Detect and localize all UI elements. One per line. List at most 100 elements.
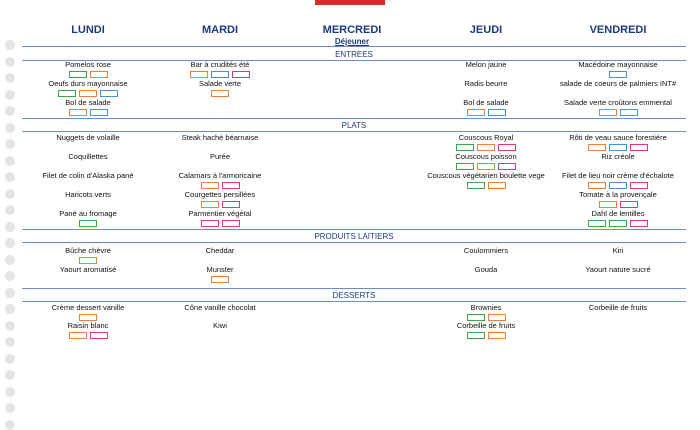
hole — [5, 370, 15, 380]
day-header: VENDREDI — [589, 24, 647, 36]
hole — [5, 40, 15, 50]
badge-row — [154, 71, 286, 78]
dish: Radis beurre — [420, 79, 552, 88]
dish-name: Macédoine mayonnaise — [578, 60, 658, 69]
hole — [5, 287, 15, 298]
hole — [5, 403, 15, 413]
badge — [221, 182, 240, 189]
dish: Corbeille de fruits — [552, 303, 684, 312]
badge — [598, 109, 617, 116]
dish-name: Haricots verts — [65, 190, 111, 199]
badge-row — [154, 201, 286, 208]
dish-name: Bûche chèvre — [65, 246, 111, 255]
dish: Cône vanille chocolat — [154, 303, 286, 312]
dish-name: Bar à crudités été — [190, 60, 250, 69]
dish-name: Purée — [209, 152, 230, 161]
badge-row — [420, 314, 552, 321]
dish: Yaourt aromatisé — [22, 265, 154, 274]
badge — [58, 90, 76, 97]
badge — [609, 71, 627, 78]
badge — [79, 257, 97, 264]
dish-name: Salade verte — [198, 79, 242, 88]
hole — [5, 56, 15, 67]
dish-name: Salade verte croûtons emmental — [564, 98, 672, 107]
dish: Kiri — [552, 246, 684, 255]
hole — [5, 320, 15, 331]
dish-name: Kiwi — [213, 321, 227, 330]
badge — [211, 71, 229, 78]
badge-row — [420, 182, 552, 189]
badge — [630, 182, 648, 189]
badge — [588, 220, 606, 227]
badge — [487, 332, 506, 339]
dish-name: Melon jaune — [465, 60, 507, 69]
rule — [22, 288, 686, 289]
dish-name: Courgettes persillées — [184, 190, 256, 199]
day-header: JEUDI — [469, 24, 503, 36]
dish-name: Bol de salade — [463, 98, 509, 107]
hole — [5, 221, 15, 232]
badge-row — [154, 276, 286, 283]
badge — [498, 163, 516, 170]
hole — [5, 386, 15, 397]
badge — [609, 144, 627, 151]
badge — [211, 90, 229, 97]
badge-row — [22, 257, 154, 264]
badge — [221, 220, 240, 227]
hole — [5, 89, 15, 100]
badge — [466, 182, 485, 189]
dish: Parmentier végétal — [154, 209, 286, 227]
dish-name: Tomate à la provençale — [579, 190, 657, 199]
dish: Calamars à l'armoricaine — [154, 171, 286, 189]
hole — [5, 155, 15, 166]
rule — [22, 301, 686, 302]
badge — [79, 220, 97, 227]
badge-row — [552, 182, 684, 189]
badge-row — [552, 220, 684, 227]
dish-name: Pomelos rose — [65, 60, 111, 69]
badge — [211, 276, 229, 283]
dish: Bar à crudités été — [154, 60, 286, 78]
badge — [609, 182, 627, 189]
day-header: MARDI — [201, 24, 239, 36]
dish-name: salade de coeurs de palmiers INT# — [559, 79, 677, 88]
dish-name: Munster — [206, 265, 234, 274]
dish-name: Dahl de lentilles — [591, 209, 645, 218]
dish-name: Brownies — [470, 303, 502, 312]
badge-row — [22, 332, 154, 339]
dish: Purée — [154, 152, 286, 161]
badge — [221, 201, 240, 208]
badge — [487, 109, 506, 116]
hole — [5, 353, 15, 364]
badge — [89, 109, 108, 116]
badge — [487, 182, 506, 189]
dish: Coulommiers — [420, 246, 552, 255]
badge-row — [22, 90, 154, 97]
dish: Rôti de veau sauce forestière — [552, 133, 684, 151]
dish: Salade verte croûtons emmental — [552, 98, 684, 116]
badge — [619, 201, 638, 208]
dish: Pané au fromage — [22, 209, 154, 227]
badge — [200, 182, 219, 189]
badge-row — [420, 163, 552, 170]
dish-name: Kiri — [612, 246, 624, 255]
dish: Bol de salade — [420, 98, 552, 116]
day-header: LUNDI — [71, 24, 105, 36]
section-title: DESSERTS — [332, 291, 376, 300]
dish-name: Rôti de veau sauce forestière — [569, 133, 667, 142]
dish-name: Cône vanille chocolat — [184, 303, 256, 312]
badge — [79, 90, 97, 97]
badge — [588, 144, 606, 151]
dish: Pomelos rose — [22, 60, 154, 78]
badge — [190, 71, 208, 78]
badge — [477, 144, 495, 151]
hole — [5, 337, 15, 347]
dish: Kiwi — [154, 321, 286, 330]
dish-name: Pané au fromage — [59, 209, 117, 218]
hole — [5, 304, 15, 314]
dish-name: Coulommiers — [463, 246, 509, 255]
hole — [5, 188, 15, 199]
badge-row — [154, 90, 286, 97]
badge — [200, 201, 219, 208]
badge-row — [552, 144, 684, 151]
